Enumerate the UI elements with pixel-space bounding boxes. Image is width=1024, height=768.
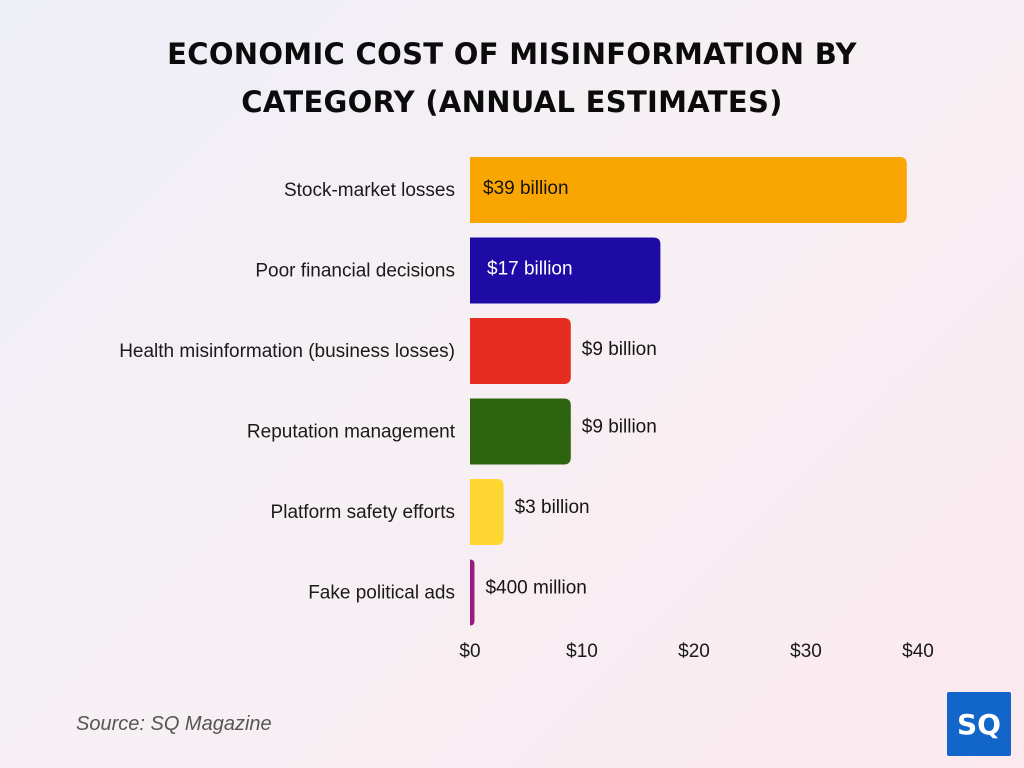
bar-6 bbox=[470, 559, 475, 626]
category-label: Platform safety efforts bbox=[271, 502, 455, 523]
category-label: Stock-market losses bbox=[284, 180, 455, 201]
chart-title: ECONOMIC COST OF MISINFORMATION BY CATEG… bbox=[167, 37, 857, 119]
bar-2 bbox=[470, 237, 661, 304]
value-label: $400 million bbox=[485, 578, 586, 599]
value-label: $3 billion bbox=[515, 497, 590, 518]
bar-3 bbox=[470, 318, 571, 384]
category-label: Fake political ads bbox=[308, 583, 455, 604]
bar-4 bbox=[470, 398, 571, 465]
bar-5 bbox=[470, 479, 504, 545]
bar-1 bbox=[470, 157, 907, 223]
value-label: $9 billion bbox=[582, 417, 657, 438]
x-tick-label: $40 bbox=[902, 641, 934, 662]
x-tick-label: $0 bbox=[459, 641, 480, 662]
value-label: $39 billion bbox=[483, 178, 569, 199]
x-tick-label: $10 bbox=[566, 641, 598, 662]
value-label: $9 billion bbox=[582, 339, 657, 360]
category-label: Health misinformation (business losses) bbox=[119, 341, 455, 362]
source-note: Source: SQ Magazine bbox=[76, 713, 272, 735]
x-tick-label: $30 bbox=[790, 641, 822, 662]
logo-text: SQ bbox=[957, 707, 1001, 741]
value-label: $17 billion bbox=[487, 259, 573, 280]
x-tick-label: $20 bbox=[678, 641, 710, 662]
category-label: Reputation management bbox=[247, 422, 456, 443]
sq-logo: SQ bbox=[947, 692, 1011, 756]
category-label: Poor financial decisions bbox=[255, 261, 455, 282]
